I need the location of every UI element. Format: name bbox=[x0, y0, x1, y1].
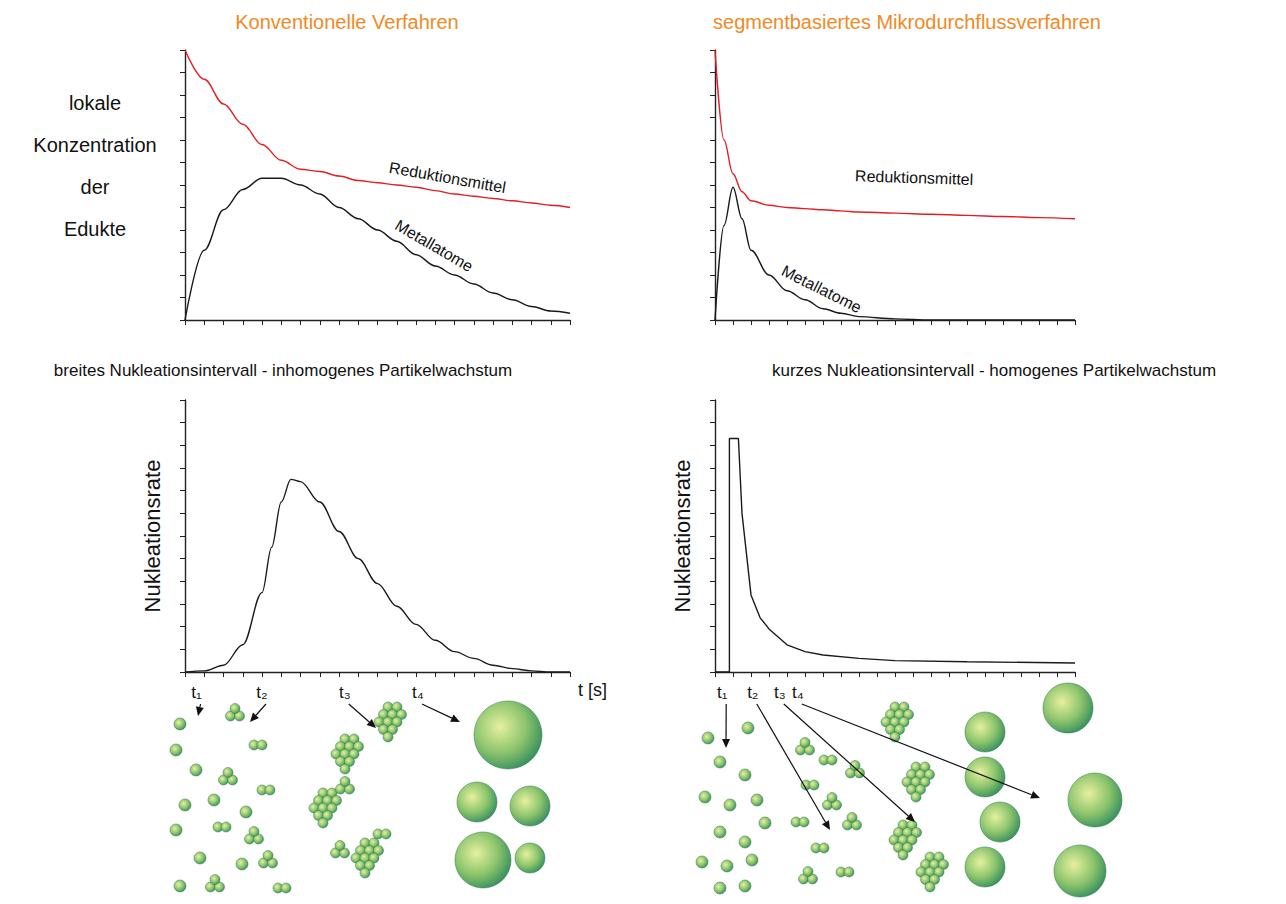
svg-text:Nukleationsrate: Nukleationsrate bbox=[670, 460, 695, 613]
svg-text:Konzentration: Konzentration bbox=[33, 134, 156, 156]
svg-text:Nukleationsrate: Nukleationsrate bbox=[140, 460, 165, 613]
svg-text:t₂: t₂ bbox=[747, 683, 758, 702]
svg-text:t [s]: t [s] bbox=[578, 680, 607, 700]
svg-text:kurzes Nukleationsintervall -: kurzes Nukleationsintervall - homogenes … bbox=[772, 361, 1216, 380]
svg-text:t₂: t₂ bbox=[256, 683, 267, 702]
svg-text:lokale: lokale bbox=[69, 92, 121, 114]
svg-text:der: der bbox=[81, 176, 110, 198]
svg-text:breites Nukleationsintervall -: breites Nukleationsintervall - inhomogen… bbox=[54, 361, 512, 380]
svg-text:segmentbasiertes Mikrodurchflu: segmentbasiertes Mikrodurchflussverfahre… bbox=[713, 11, 1101, 33]
svg-text:t₄: t₄ bbox=[412, 683, 424, 702]
svg-text:Konventionelle Verfahren: Konventionelle Verfahren bbox=[235, 11, 459, 33]
svg-text:Reduktionsmittel: Reduktionsmittel bbox=[388, 159, 507, 196]
svg-text:Reduktionsmittel: Reduktionsmittel bbox=[855, 167, 974, 188]
svg-text:t₄: t₄ bbox=[792, 683, 804, 702]
svg-text:Edukte: Edukte bbox=[64, 218, 126, 240]
svg-text:t₃: t₃ bbox=[339, 683, 351, 702]
svg-text:t₃: t₃ bbox=[774, 683, 786, 702]
svg-text:Metallatome: Metallatome bbox=[779, 262, 865, 316]
svg-text:Metallatome: Metallatome bbox=[392, 216, 476, 275]
svg-text:t₁: t₁ bbox=[717, 683, 728, 702]
svg-text:t₁: t₁ bbox=[191, 683, 202, 702]
